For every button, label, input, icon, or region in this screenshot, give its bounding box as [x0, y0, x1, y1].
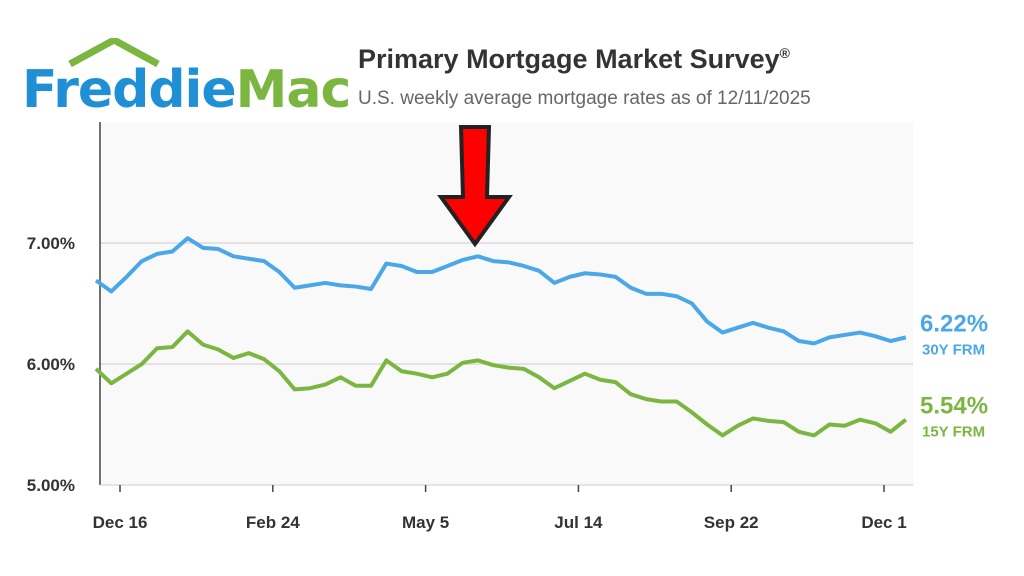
x-tick-label: May 5 — [402, 513, 449, 532]
freddie-mac-logo: FreddieMac — [22, 38, 351, 120]
x-tick-label: Jul 14 — [554, 513, 603, 532]
end-value-label: 6.22% — [920, 310, 988, 337]
logo-mac: Mac — [235, 60, 352, 120]
x-tick-label: Dec 16 — [93, 513, 148, 532]
series-line-15y-frm — [94, 329, 908, 438]
x-tick-label: Sep 22 — [704, 513, 759, 532]
red-arrow-annotation — [437, 125, 513, 248]
house-roof-icon — [68, 38, 160, 68]
y-tick-label: 5.00% — [27, 476, 75, 495]
series-name-label: 30Y FRM — [922, 341, 985, 358]
chart-title: Primary Mortgage Market Survey® — [358, 44, 790, 74]
logo-freddie: Freddie — [22, 60, 237, 120]
y-tick-label: 7.00% — [27, 234, 75, 253]
plot-area — [100, 122, 913, 485]
y-tick-label: 6.00% — [27, 355, 75, 374]
chart-subtitle: U.S. weekly average mortgage rates as of… — [358, 88, 811, 109]
x-tick-label: Feb 24 — [246, 513, 300, 532]
end-value-label: 5.54% — [920, 393, 988, 420]
series-line-30y-frm — [94, 236, 907, 346]
series-name-label: 15Y FRM — [922, 424, 985, 441]
x-tick-label: Dec 1 — [861, 513, 906, 532]
